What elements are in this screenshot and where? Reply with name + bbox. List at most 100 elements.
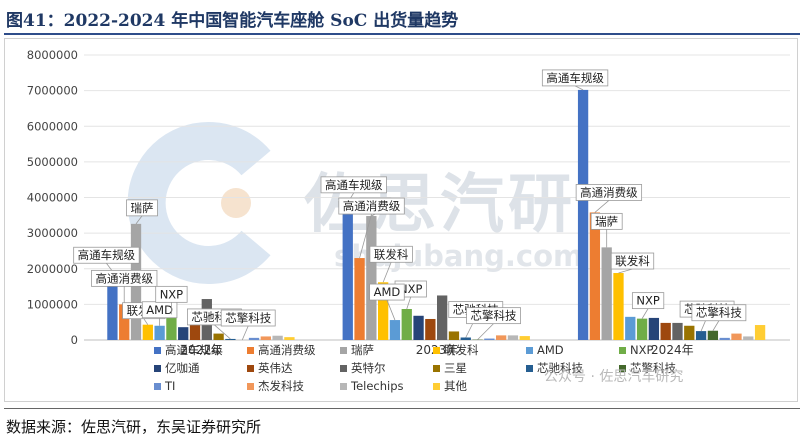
legend-label: 杰发科技 — [258, 379, 304, 393]
bar — [154, 325, 165, 340]
bar — [577, 89, 589, 340]
legend-label: AMD — [537, 343, 564, 357]
annotation-label: 联发科 — [374, 247, 409, 261]
y-tick-label: 8000000 — [27, 48, 78, 62]
annotation-box — [338, 197, 405, 215]
legend-swatch — [340, 383, 347, 390]
bar — [389, 320, 401, 340]
bar — [189, 315, 201, 340]
annotation-leader — [574, 85, 584, 91]
bar — [672, 322, 683, 340]
bar — [425, 318, 436, 340]
annotation-leader — [386, 299, 396, 321]
y-tick-label: 2000000 — [27, 262, 78, 276]
annotation-leader — [382, 262, 392, 283]
bar — [437, 295, 448, 340]
y-tick-label: 0 — [71, 333, 78, 347]
legend-label: TI — [164, 379, 175, 393]
bar — [589, 212, 601, 340]
annotation-box — [91, 269, 158, 287]
annotation-leader — [618, 268, 633, 274]
bar — [272, 335, 283, 340]
annotation-leader — [641, 308, 649, 319]
bar — [601, 247, 612, 340]
annotation-box — [466, 307, 521, 325]
annotation-box — [220, 309, 276, 327]
annotation-label: 高通车规级 — [325, 178, 383, 192]
annotation-box — [575, 184, 643, 201]
figure-title: 图41：2022-2024 年中国智能汽车座舱 SoC 出货量趋势 — [6, 11, 459, 31]
annotation-box — [369, 245, 413, 263]
bar — [142, 324, 153, 340]
annotation-label: 芯擎科技 — [471, 309, 517, 323]
legend-label: 芯驰科技 — [537, 361, 583, 375]
legend-label: 其他 — [444, 379, 467, 393]
bar — [719, 337, 730, 340]
annotation-label: 瑞萨 — [131, 201, 154, 215]
legend-label: 亿咖通 — [165, 361, 200, 375]
bar — [684, 325, 695, 340]
annotation-box — [610, 252, 655, 270]
annotation-label: 高通消费级 — [95, 271, 153, 285]
y-tick-label: 6000000 — [27, 119, 78, 133]
legend-label: Telechips — [350, 379, 404, 393]
watermark-wechat: 公众号 · 佐思汽车研究 — [544, 368, 683, 385]
x-tick-label: 2022年 — [180, 343, 223, 357]
bar — [484, 338, 495, 340]
annotation-leader — [406, 296, 412, 310]
bar — [119, 304, 130, 340]
annotation-box — [155, 285, 188, 303]
legend-label: 英伟达 — [258, 361, 293, 375]
legend-swatch — [433, 383, 440, 390]
legend-label: 高通消费级 — [258, 343, 316, 357]
bar — [613, 273, 624, 340]
bar — [225, 338, 236, 340]
legend-swatch — [247, 347, 254, 354]
bar — [731, 333, 742, 340]
legend-label: 芯擎科技 — [630, 361, 676, 375]
annotation-label: 高通车规级 — [78, 248, 136, 262]
annotation-label: NXP — [636, 294, 659, 308]
annotation-label: 联发科 — [615, 254, 650, 268]
source-divider — [4, 408, 800, 409]
annotation-leader — [359, 213, 372, 259]
annotation-box — [73, 246, 140, 264]
legend-swatch — [619, 365, 626, 372]
bar — [460, 337, 471, 340]
bar — [260, 336, 271, 340]
legend-label: 英特尔 — [351, 361, 386, 375]
bar — [342, 202, 353, 340]
legend-label: 三星 — [444, 361, 467, 375]
watermark-logo-icon — [127, 122, 271, 284]
legend-label: 联发科 — [444, 343, 479, 357]
title-divider — [4, 33, 800, 35]
legend-swatch — [340, 347, 347, 354]
bar — [107, 271, 118, 340]
annotation-box — [590, 212, 623, 230]
annotation-label: 高通消费级 — [580, 185, 638, 199]
legend-label: 瑞萨 — [351, 343, 374, 357]
annotation-label: AMD — [374, 285, 401, 299]
annotation-box — [320, 176, 387, 194]
bar — [378, 282, 389, 340]
annotation-box — [691, 304, 747, 322]
bar — [519, 336, 530, 340]
bar — [213, 333, 224, 340]
annotation-leader — [135, 215, 143, 225]
legend-swatch — [619, 347, 626, 354]
annotation-label: 高通消费级 — [343, 199, 401, 213]
annotation-label: 瑞萨 — [595, 214, 618, 228]
y-tick-label: 7000000 — [27, 84, 78, 98]
bar — [743, 336, 754, 340]
annotation-leader — [106, 263, 113, 272]
legend-swatch — [247, 365, 254, 372]
annotation-leader — [214, 324, 231, 340]
legend-swatch — [433, 347, 440, 354]
bar — [166, 314, 177, 340]
bar — [707, 330, 719, 340]
bar — [507, 335, 519, 340]
bar — [413, 315, 424, 340]
y-tick-label: 3000000 — [27, 226, 78, 240]
bar — [248, 337, 260, 340]
x-tick-label: 2024年 — [651, 343, 694, 357]
